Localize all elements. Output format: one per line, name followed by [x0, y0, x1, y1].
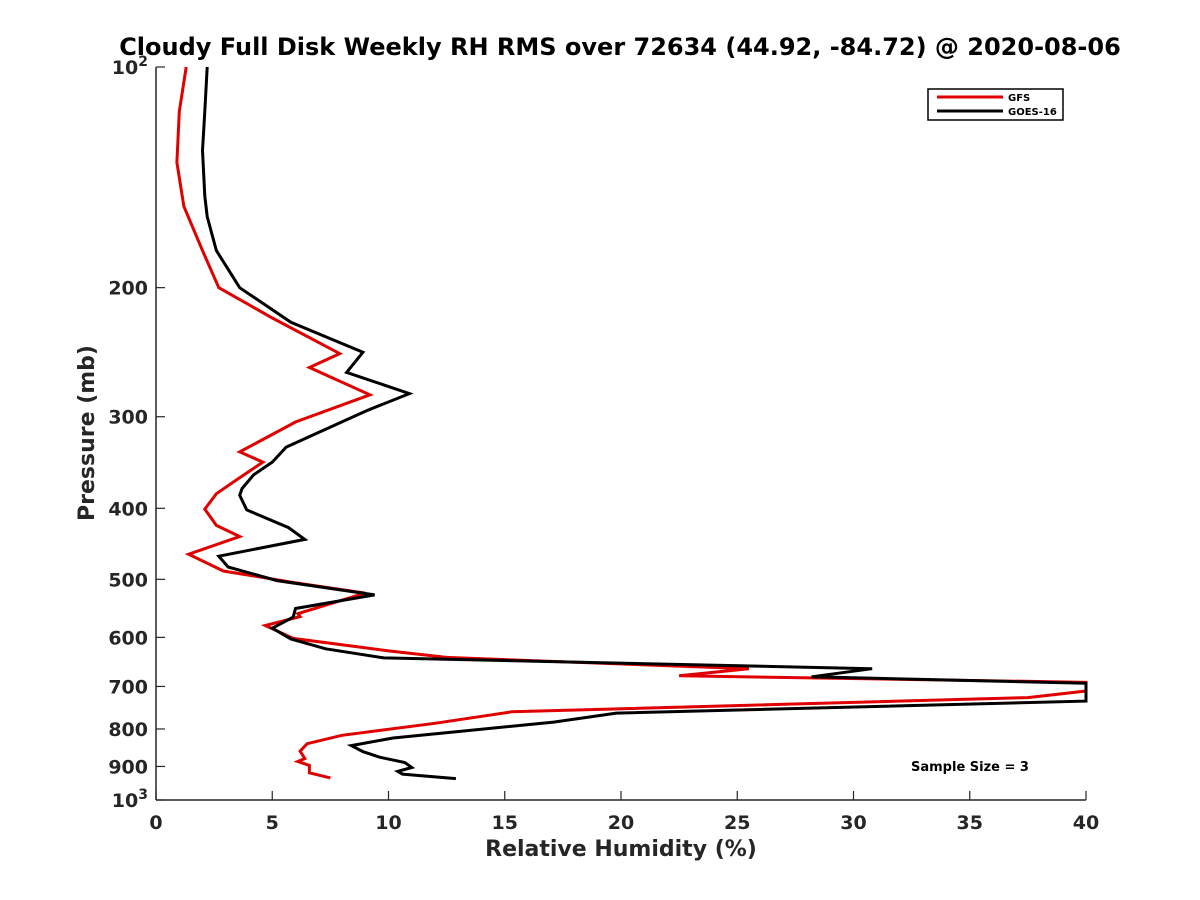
x-tick-label: 25: [724, 812, 750, 834]
legend-box: [927, 88, 1064, 121]
x-tick-label: 35: [957, 812, 983, 834]
plot-area: [156, 67, 1086, 800]
x-tick-label: 20: [608, 812, 634, 834]
y-tick-label: 600: [108, 627, 148, 649]
chart-title: Cloudy Full Disk Weekly RH RMS over 7263…: [119, 33, 1121, 61]
sample-size-annotation: Sample Size = 3: [911, 760, 1029, 775]
x-tick-label: 40: [1073, 812, 1099, 834]
x-axis-ticks: 0 5 10 15 20 25 30 35 40: [149, 791, 1099, 834]
y-tick-label: 800: [108, 719, 148, 741]
y-tick-label: 500: [108, 569, 148, 591]
legend-label-goes16: GOES-16: [1008, 107, 1057, 118]
y-axis-ticks: 102 200 300 400 500 600 700 800 900 103: [108, 54, 165, 812]
y-tick-label: 200: [108, 278, 148, 300]
series-layer: [175, 66, 1088, 781]
y-tick-label: 700: [108, 676, 148, 698]
x-tick-label: 5: [266, 812, 279, 834]
y-axis-label: Pressure (mb): [75, 345, 100, 521]
y-tick-label: 900: [108, 756, 148, 778]
y-tick-label: 102: [112, 54, 148, 79]
x-tick-label: 30: [840, 812, 866, 834]
legend: GFS GOES-16: [927, 88, 1064, 121]
y-tick-label: 300: [108, 407, 148, 429]
x-axis-label: Relative Humidity (%): [485, 837, 757, 862]
y-tick-label: 400: [108, 498, 148, 520]
x-tick-label: 15: [492, 812, 518, 834]
y-tick-label: 103: [112, 787, 148, 812]
legend-label-gfs: GFS: [1008, 93, 1030, 104]
x-tick-label: 10: [375, 812, 401, 834]
series-line-goes16: [200, 66, 1088, 781]
x-tick-label: 0: [149, 812, 162, 834]
